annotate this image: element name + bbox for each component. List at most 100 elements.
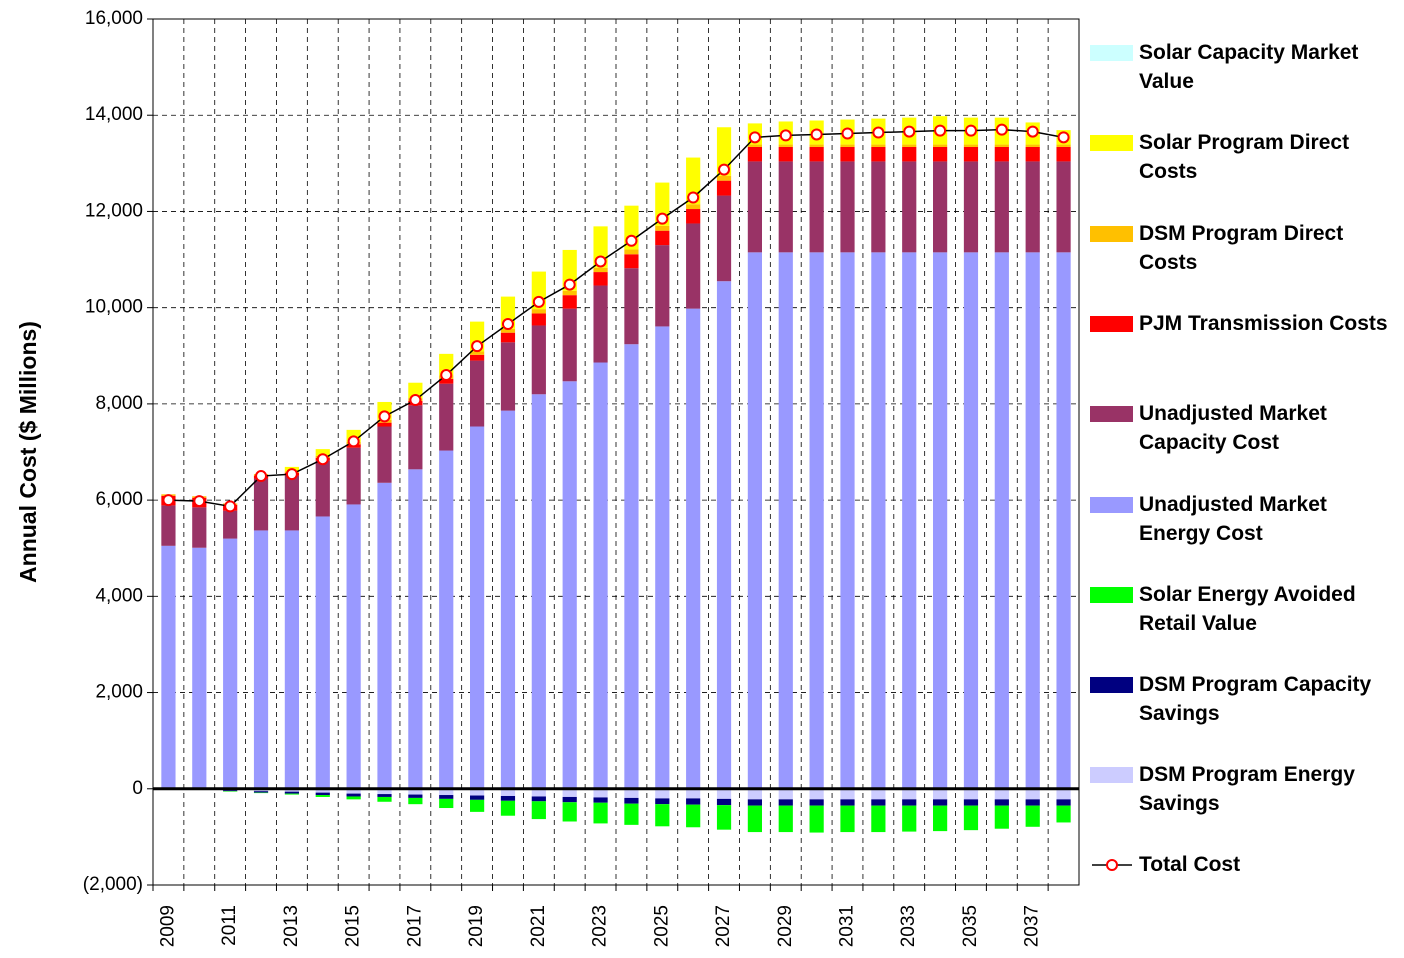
legend-swatch [1092, 859, 1132, 871]
y-tick-label: 2,000 [95, 682, 143, 703]
bar-segment [500, 328, 516, 333]
bar-segment [686, 204, 701, 210]
line-marker [532, 295, 545, 308]
bar-segment [470, 351, 485, 355]
line-marker [285, 468, 298, 481]
bar-segment [624, 249, 639, 255]
bar-segment [840, 799, 855, 806]
bar-segment [963, 805, 979, 831]
bar-segment [716, 180, 732, 196]
bar-segment [470, 795, 485, 800]
bar-segment [933, 161, 948, 253]
bar-segment [377, 482, 392, 789]
bar-segment [408, 794, 423, 798]
bar-segment [624, 803, 639, 825]
bar-segment [346, 793, 361, 797]
bar-segment [686, 209, 701, 224]
bar-segment [624, 797, 639, 804]
line-marker [594, 255, 607, 268]
y-tick-label: 12,000 [85, 200, 143, 221]
line-marker [995, 123, 1008, 136]
bar-segment [500, 795, 516, 801]
x-tick-label: 2033 [898, 905, 919, 947]
bar-segment [500, 342, 516, 411]
bar-segment [840, 161, 855, 253]
bar-segment [1056, 252, 1071, 789]
bar-segment [439, 798, 454, 809]
bar-segment [902, 788, 917, 800]
bar-segment [500, 332, 516, 343]
legend-label: Total Cost [1139, 853, 1241, 876]
line-marker [748, 131, 761, 144]
legend-item: Unadjusted Market Energy Cost [1090, 490, 1400, 560]
bar-segment [809, 805, 824, 833]
bar-segment [1056, 799, 1071, 806]
x-tick-label: 2015 [343, 905, 364, 947]
bar-segment [408, 788, 423, 795]
bar-segment [562, 308, 577, 382]
bar-segment [377, 796, 392, 802]
bar-segment [933, 805, 948, 832]
bar-segment [562, 802, 577, 822]
bar-segment [902, 161, 917, 253]
bar-segment [686, 223, 701, 309]
bar-segment [1056, 144, 1071, 147]
y-tick-label: 10,000 [85, 297, 143, 318]
legend-swatch [1090, 315, 1133, 332]
bar-segment [747, 799, 762, 806]
line-marker [1057, 131, 1070, 144]
bar-segment [778, 161, 793, 253]
line-marker [687, 191, 700, 204]
bar-segment [933, 252, 948, 789]
bar-segment [1056, 161, 1071, 253]
bar-segment [963, 252, 979, 789]
bar-segment [192, 547, 207, 789]
bar-segment [902, 805, 917, 832]
line-marker [347, 435, 360, 448]
bar-segment [994, 252, 1009, 789]
bar-segment [377, 422, 392, 427]
bar-segment [963, 161, 979, 253]
legend-swatch [1090, 586, 1133, 603]
x-tick-label: 2027 [713, 905, 734, 947]
bar-segment [439, 788, 454, 796]
x-tick-label: 2011 [219, 905, 240, 946]
bar-segment [531, 801, 546, 820]
bar-segment [284, 793, 299, 795]
legend-label: DSM Program Capacity Savings [1139, 673, 1372, 726]
bar-segment [284, 475, 299, 531]
bar-segment [686, 798, 701, 805]
legend-item: DSM Program Capacity Savings [1090, 670, 1400, 740]
bar-segment [1025, 799, 1040, 806]
x-tick-label: 2009 [157, 905, 178, 947]
bar-segment [315, 795, 330, 797]
line-marker [656, 212, 669, 225]
bar-segment [809, 799, 824, 806]
legend-marker [1106, 859, 1118, 871]
bar-segment [840, 146, 855, 162]
bar-segment [778, 144, 793, 147]
bar-segment [809, 252, 824, 789]
bar-segment [315, 516, 330, 789]
bar-segment [593, 267, 608, 273]
line-marker [440, 369, 453, 382]
bar-segment [871, 146, 886, 162]
line-marker [810, 128, 823, 141]
bar-segment [439, 378, 454, 384]
bar-segment [1056, 788, 1071, 800]
bar-segment [531, 394, 546, 789]
legend-item: Solar Energy Avoided Retail Value [1090, 580, 1400, 650]
bar-segment [315, 449, 330, 456]
line-marker [964, 124, 977, 137]
legend-item: Solar Program Direct Costs [1090, 128, 1400, 198]
bar-segment [716, 798, 732, 806]
bar-segment [840, 788, 855, 800]
bar-segment [346, 504, 361, 789]
bar-segment [747, 252, 762, 789]
bar-segment [809, 146, 824, 162]
bar-segment [1025, 252, 1040, 789]
bar-segment [531, 796, 546, 802]
bar-segment [562, 381, 577, 789]
line-marker [841, 127, 854, 140]
bar-segment [315, 792, 330, 796]
